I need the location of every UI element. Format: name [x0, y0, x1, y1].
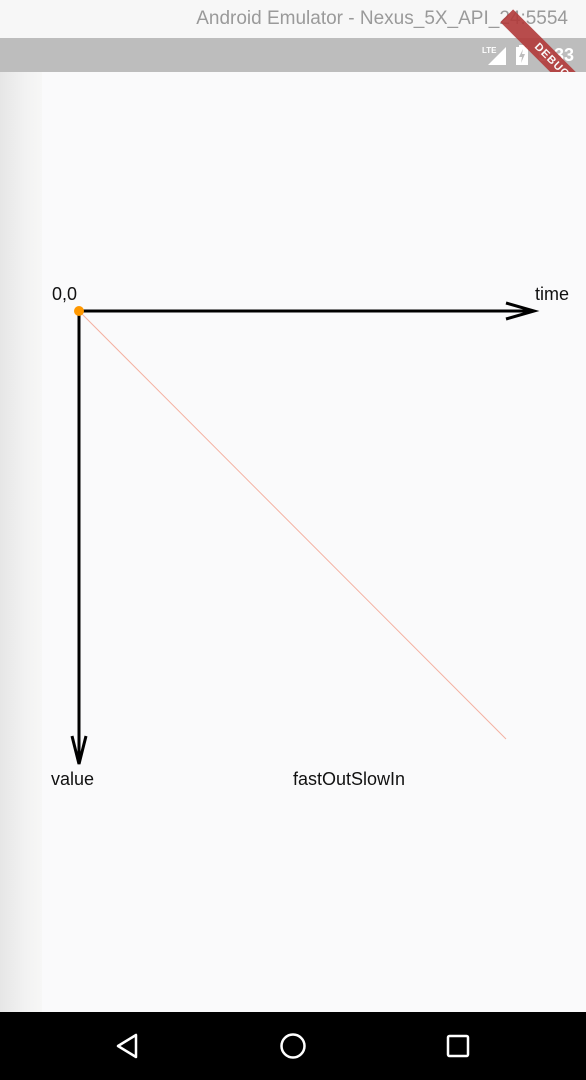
origin-marker: [74, 306, 84, 316]
y-axis-arrowhead: [70, 735, 88, 765]
recents-icon: [446, 1034, 470, 1058]
origin-label: 0,0: [52, 284, 78, 304]
x-axis-arrowhead: [505, 301, 540, 321]
back-icon: [116, 1033, 138, 1059]
status-bar: LTE 5:33: [0, 38, 586, 72]
battery-charging-icon: [515, 45, 528, 65]
curve-line: [78, 310, 507, 740]
x-axis-label: time: [535, 284, 570, 304]
navigation-bar: [0, 1012, 586, 1080]
emulator-window-title: Android Emulator - Nexus_5X_API_24:5554: [0, 0, 586, 38]
app-body: 0,0 time value fastOutSlowIn: [42, 72, 586, 1012]
recents-button[interactable]: [438, 1026, 478, 1066]
svg-text:LTE: LTE: [482, 46, 497, 55]
curve-chart: [70, 301, 540, 765]
left-edge-shade: [0, 72, 42, 1012]
back-button[interactable]: [108, 1026, 148, 1066]
lte-signal-icon: LTE: [482, 46, 506, 65]
home-button[interactable]: [273, 1026, 313, 1066]
curve-name-label: fastOutSlowIn: [293, 769, 406, 789]
home-icon: [280, 1033, 306, 1059]
y-axis-label: value: [51, 769, 95, 789]
